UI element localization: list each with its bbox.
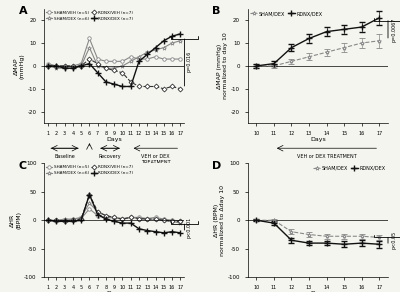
X-axis label: Days: Days <box>310 137 326 142</box>
Legend: SHAM/DEX, RDNX/DEX: SHAM/DEX, RDNX/DEX <box>313 166 386 171</box>
Legend: SHAM/VEH (n=5), SHAM/DEX (n=6), RDNX/VEH (n=7), RDNX/DEX (n=7): SHAM/VEH (n=5), SHAM/DEX (n=6), RDNX/VEH… <box>46 165 134 175</box>
Text: p=0.0067: p=0.0067 <box>392 17 396 41</box>
Y-axis label: ΔMAP
(mmHg): ΔMAP (mmHg) <box>14 53 24 79</box>
Text: VEH or DEX
TREATMENT: VEH or DEX TREATMENT <box>141 154 170 165</box>
X-axis label: Days: Days <box>106 137 122 142</box>
Text: C: C <box>19 161 27 171</box>
Y-axis label: ΔMAP (mmHg)
normalized to day 10: ΔMAP (mmHg) normalized to day 10 <box>217 32 228 99</box>
X-axis label: Days: Days <box>106 291 122 292</box>
Text: p<0.001: p<0.001 <box>186 216 191 238</box>
Text: VEH or DEX TREATMENT: VEH or DEX TREATMENT <box>297 154 356 159</box>
Text: p=0.016: p=0.016 <box>186 51 191 72</box>
Text: Recovery: Recovery <box>99 154 121 159</box>
Text: Baseline: Baseline <box>54 154 75 159</box>
Y-axis label: ΔHR (BPM)
normalized to Δday 10: ΔHR (BPM) normalized to Δday 10 <box>214 185 225 256</box>
Y-axis label: ΔHR
(BPM): ΔHR (BPM) <box>10 211 21 229</box>
Legend: SHAM/DEX, RDNX/DEX: SHAM/DEX, RDNX/DEX <box>250 11 322 16</box>
Legend: SHAM/VEH (n=5), SHAM/DEX (n=6), RDNX/VEH (n=7), RDNX/DEX (n=7): SHAM/VEH (n=5), SHAM/DEX (n=6), RDNX/VEH… <box>46 11 134 21</box>
X-axis label: Days: Days <box>310 291 326 292</box>
Text: D: D <box>212 161 222 171</box>
Text: RDNX or
SHAM: RDNX or SHAM <box>54 169 75 180</box>
Text: A: A <box>19 6 27 16</box>
Text: p<0.05: p<0.05 <box>392 231 396 249</box>
Text: B: B <box>212 6 221 16</box>
